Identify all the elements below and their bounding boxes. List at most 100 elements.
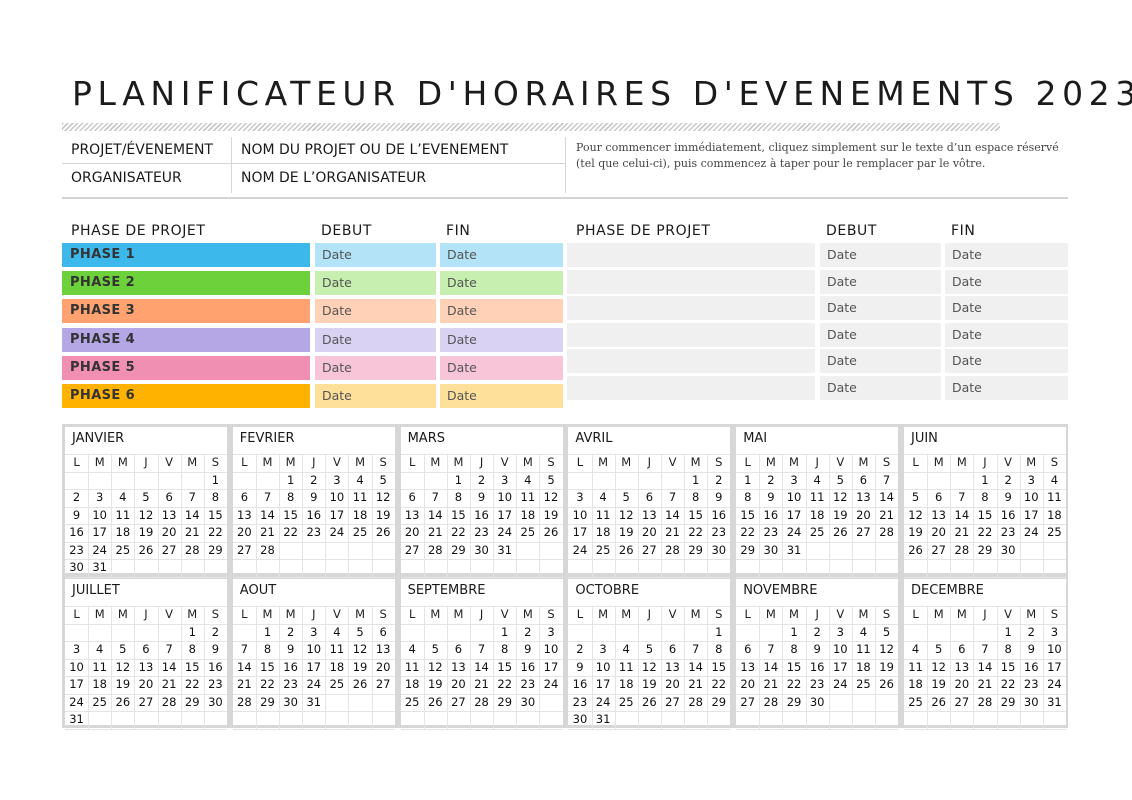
day-cell[interactable]: 31 bbox=[1047, 694, 1062, 709]
day-cell[interactable]: 28 bbox=[763, 694, 779, 709]
day-cell[interactable]: 12 bbox=[642, 659, 657, 674]
day-cell[interactable]: 7 bbox=[165, 642, 173, 656]
day-cell[interactable]: 20 bbox=[856, 507, 871, 522]
organizer-name-field[interactable]: NOM DE L’ORGANISATEUR bbox=[241, 170, 427, 186]
phase-2-start-date[interactable]: Date bbox=[315, 271, 436, 295]
extra-phase-2-end-date[interactable]: Date bbox=[945, 270, 1068, 294]
phase-name-4[interactable]: PHASE 4 bbox=[62, 328, 310, 352]
day-cell[interactable]: 21 bbox=[184, 525, 200, 539]
day-cell[interactable]: 8 bbox=[715, 642, 723, 656]
day-cell[interactable]: 10 bbox=[572, 507, 588, 522]
day-cell[interactable]: 19 bbox=[138, 525, 154, 539]
day-cell[interactable]: 20 bbox=[954, 677, 970, 691]
day-cell[interactable]: 4 bbox=[356, 472, 364, 487]
day-cell[interactable]: 11 bbox=[908, 659, 923, 674]
phase-4-end-date[interactable]: Date bbox=[440, 328, 563, 352]
day-cell[interactable]: 7 bbox=[767, 642, 775, 656]
day-cell[interactable]: 25 bbox=[329, 677, 345, 691]
day-cell[interactable]: 31 bbox=[595, 712, 611, 726]
day-cell[interactable]: 22 bbox=[740, 525, 756, 539]
day-cell[interactable]: 22 bbox=[1000, 677, 1016, 691]
day-cell[interactable]: 9 bbox=[286, 642, 295, 656]
day-cell[interactable]: 5 bbox=[935, 642, 943, 656]
day-cell[interactable]: 24 bbox=[786, 525, 802, 539]
day-cell[interactable]: 30 bbox=[711, 542, 727, 557]
day-cell[interactable]: 21 bbox=[763, 677, 779, 691]
day-cell[interactable]: 6 bbox=[859, 472, 868, 487]
day-cell[interactable]: 10 bbox=[92, 507, 107, 522]
day-cell[interactable]: 13 bbox=[642, 507, 657, 522]
day-cell[interactable]: 28 bbox=[954, 542, 970, 557]
day-cell[interactable]: 11 bbox=[595, 507, 611, 522]
day-cell[interactable]: 13 bbox=[375, 642, 391, 656]
day-cell[interactable]: 23 bbox=[1023, 677, 1039, 691]
day-cell[interactable]: 12 bbox=[427, 659, 443, 674]
extra-phase-name-2[interactable] bbox=[567, 270, 815, 294]
day-cell[interactable]: 28 bbox=[688, 694, 703, 709]
phase-1-end-date[interactable]: Date bbox=[440, 243, 563, 267]
day-cell[interactable]: 6 bbox=[454, 642, 463, 656]
day-cell[interactable]: 11 bbox=[404, 659, 420, 674]
day-cell[interactable]: 16 bbox=[474, 507, 489, 522]
day-cell[interactable]: 19 bbox=[908, 525, 923, 539]
day-cell[interactable]: 3 bbox=[1027, 472, 1035, 487]
day-cell[interactable]: 8 bbox=[263, 642, 272, 656]
phase-name-3[interactable]: PHASE 3 bbox=[62, 299, 310, 323]
day-cell[interactable]: 9 bbox=[576, 659, 584, 674]
day-cell[interactable]: 26 bbox=[908, 542, 923, 557]
day-cell[interactable]: 16 bbox=[1023, 659, 1039, 674]
day-cell[interactable]: 1 bbox=[188, 624, 196, 639]
day-cell[interactable]: 29 bbox=[451, 542, 466, 557]
day-cell[interactable]: 15 bbox=[208, 507, 223, 522]
day-cell[interactable]: 28 bbox=[977, 694, 993, 709]
day-cell[interactable]: 22 bbox=[688, 525, 703, 539]
day-cell[interactable]: 24 bbox=[306, 677, 322, 691]
day-cell[interactable]: 24 bbox=[572, 542, 588, 557]
day-cell[interactable]: 22 bbox=[711, 677, 727, 691]
day-cell[interactable]: 27 bbox=[237, 542, 252, 557]
day-cell[interactable]: 5 bbox=[645, 642, 654, 656]
day-cell[interactable]: 14 bbox=[161, 659, 177, 674]
day-cell[interactable]: 8 bbox=[1004, 642, 1012, 656]
day-cell[interactable]: 4 bbox=[1050, 472, 1059, 487]
day-cell[interactable]: 10 bbox=[69, 659, 84, 674]
day-cell[interactable]: 7 bbox=[981, 642, 989, 656]
day-cell[interactable]: 23 bbox=[572, 694, 588, 709]
day-cell[interactable]: 21 bbox=[665, 525, 680, 539]
day-cell[interactable]: 29 bbox=[260, 694, 275, 709]
extra-phase-4-start-date[interactable]: Date bbox=[820, 323, 941, 347]
day-cell[interactable]: 4 bbox=[911, 642, 920, 656]
day-cell[interactable]: 25 bbox=[352, 525, 368, 539]
day-cell[interactable]: 18 bbox=[595, 525, 611, 539]
day-cell[interactable]: 19 bbox=[879, 659, 894, 674]
day-cell[interactable]: 9 bbox=[310, 490, 318, 504]
day-cell[interactable]: 30 bbox=[520, 694, 536, 709]
day-cell[interactable]: 17 bbox=[306, 659, 322, 674]
day-cell[interactable]: 13 bbox=[954, 659, 970, 674]
day-cell[interactable]: 3 bbox=[599, 642, 607, 656]
phase-name-5[interactable]: PHASE 5 bbox=[62, 356, 310, 380]
day-cell[interactable]: 27 bbox=[740, 694, 756, 709]
day-cell[interactable]: 14 bbox=[977, 659, 993, 674]
phase-6-start-date[interactable]: Date bbox=[315, 384, 436, 408]
phase-3-start-date[interactable]: Date bbox=[315, 299, 436, 323]
day-cell[interactable]: 3 bbox=[96, 490, 104, 504]
day-cell[interactable]: 3 bbox=[310, 624, 318, 639]
day-cell[interactable]: 29 bbox=[786, 694, 802, 709]
day-cell[interactable]: 31 bbox=[786, 542, 802, 557]
extra-phase-name-3[interactable] bbox=[567, 296, 815, 320]
day-cell[interactable]: 21 bbox=[161, 677, 177, 691]
day-cell[interactable]: 9 bbox=[715, 490, 723, 504]
day-cell[interactable]: 23 bbox=[520, 677, 536, 691]
day-cell[interactable]: 24 bbox=[497, 525, 513, 539]
day-cell[interactable]: 9 bbox=[1004, 490, 1012, 504]
day-cell[interactable]: 24 bbox=[69, 694, 84, 709]
day-cell[interactable]: 21 bbox=[237, 677, 252, 691]
day-cell[interactable]: 14 bbox=[688, 659, 703, 674]
day-cell[interactable]: 11 bbox=[520, 490, 536, 504]
day-cell[interactable]: 18 bbox=[404, 677, 420, 691]
extra-phase-name-4[interactable] bbox=[567, 323, 815, 347]
day-cell[interactable]: 19 bbox=[832, 507, 848, 522]
phase-name-1[interactable]: PHASE 1 bbox=[62, 243, 310, 267]
extra-phase-2-start-date[interactable]: Date bbox=[820, 270, 941, 294]
